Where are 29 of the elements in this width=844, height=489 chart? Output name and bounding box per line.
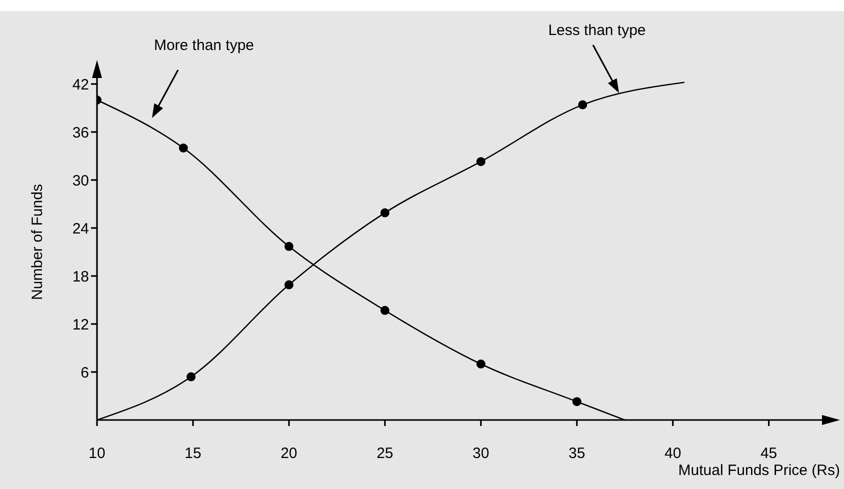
y-axis-title: Number of Funds <box>29 184 46 300</box>
x-tick-label: 15 <box>184 445 202 462</box>
point <box>380 306 390 315</box>
point <box>476 360 486 368</box>
text: More than type <box>154 37 254 54</box>
y-tick-label: 18 <box>72 268 89 286</box>
point <box>380 208 390 218</box>
point <box>178 144 188 152</box>
point <box>578 100 588 110</box>
y-tick-label: 12 <box>72 316 89 334</box>
x-tick-label: 35 <box>568 445 586 462</box>
y-tick-label: 24 <box>72 220 89 238</box>
x-tick-label: 20 <box>280 445 298 462</box>
x-tick-label: 30 <box>472 445 490 462</box>
x-tick-label: 25 <box>376 445 394 462</box>
y-tick-label: 42 <box>72 76 89 94</box>
point <box>572 397 582 406</box>
y-tick-label: 30 <box>72 172 89 190</box>
y-tick-label: 36 <box>72 124 89 142</box>
point <box>284 242 294 251</box>
point <box>476 157 486 166</box>
point <box>284 280 294 290</box>
x-tick-label: 45 <box>760 445 778 462</box>
x-tick-label: 10 <box>88 445 106 462</box>
point <box>186 372 196 382</box>
x-tick-label: 40 <box>664 445 682 462</box>
x-axis-title: Mutual Funds Price (Rs) <box>678 462 840 479</box>
y-tick-label: 6 <box>80 364 89 382</box>
text: Less than type <box>548 22 646 39</box>
